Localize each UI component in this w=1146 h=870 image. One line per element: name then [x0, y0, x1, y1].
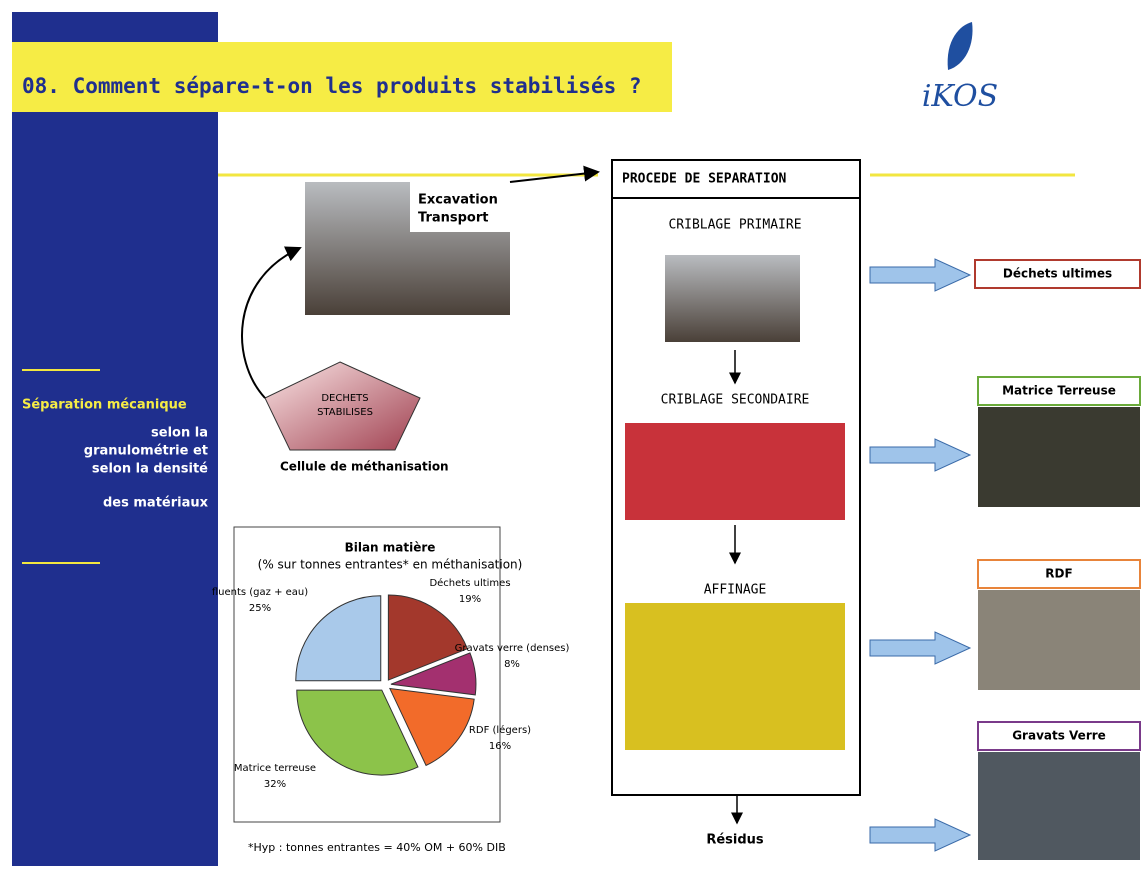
pie-label: Déchets ultimes	[429, 577, 510, 589]
sidebar	[12, 12, 218, 866]
cell-label: Cellule de méthanisation	[280, 460, 449, 474]
pie-value-label: 16%	[489, 741, 511, 752]
logo-leaf	[947, 22, 973, 70]
block-arrow	[869, 258, 972, 292]
pie-value-label: 8%	[504, 659, 520, 670]
pie-value-label: 32%	[264, 779, 286, 790]
excavation-label: Excavation	[418, 193, 498, 208]
pie-slice	[390, 652, 477, 696]
photo	[625, 603, 845, 750]
arrow	[509, 165, 600, 183]
sidebar-line: selon la densité	[92, 462, 208, 477]
step-label: AFFINAGE	[704, 583, 767, 598]
pie-title: Bilan matière	[345, 541, 436, 555]
sidebar-line: selon la	[151, 426, 208, 441]
step-label: CRIBLAGE SECONDAIRE	[661, 393, 810, 408]
footnote: *Hyp : tonnes entrantes = 40% OM + 60% D…	[248, 841, 506, 854]
process-header	[611, 159, 861, 199]
output-label: RDF	[1045, 567, 1072, 581]
pie-slice	[296, 689, 419, 776]
pie-label: RDF (légers)	[469, 724, 531, 736]
pentagon	[264, 361, 421, 451]
output-label: Matrice Terreuse	[1002, 384, 1116, 398]
process-title: PROCEDE DE SEPARATION	[622, 172, 787, 187]
photo	[978, 590, 1140, 690]
pie-slice	[295, 595, 382, 682]
sidebar-line: des matériaux	[103, 496, 209, 511]
photo	[978, 407, 1140, 507]
pie-value-label: 25%	[249, 603, 271, 614]
output-label: Déchets ultimes	[1003, 267, 1112, 281]
output-box	[977, 721, 1141, 751]
arrow	[241, 246, 302, 399]
pie-label: Gravats verre (denses)	[455, 643, 570, 654]
photo	[665, 255, 800, 342]
pie-label: fluents (gaz + eau)	[212, 587, 308, 598]
pie-slice	[389, 687, 475, 767]
output-box	[977, 559, 1141, 589]
residues: Résidus	[706, 833, 764, 848]
pie-subtitle: (% sur tonnes entrantes* en méthanisatio…	[258, 558, 523, 572]
photo	[625, 423, 845, 520]
logo: iKOS	[922, 79, 998, 114]
pentagon-label: DECHETS	[321, 393, 368, 404]
sidebar-heading: Séparation mécanique	[22, 398, 187, 413]
sidebar-line: granulométrie et	[84, 444, 208, 459]
photo	[978, 752, 1140, 860]
excavation-label: Transport	[418, 211, 488, 226]
output-box	[974, 259, 1141, 289]
pie-slice	[387, 594, 469, 681]
output-label: Gravats Verre	[1012, 729, 1106, 743]
block-arrow	[869, 818, 972, 852]
title-bar	[12, 42, 672, 112]
output-box	[977, 376, 1141, 406]
step-label: CRIBLAGE PRIMAIRE	[668, 218, 801, 233]
pie-value-label: 19%	[459, 594, 481, 605]
title: 08. Comment sépare-t-on les produits sta…	[22, 74, 642, 98]
pie-label: Matrice terreuse	[234, 763, 316, 774]
photo	[305, 182, 510, 315]
pentagon-label: STABILISES	[317, 407, 373, 418]
block-arrow	[869, 631, 972, 665]
block-arrow	[869, 438, 972, 472]
